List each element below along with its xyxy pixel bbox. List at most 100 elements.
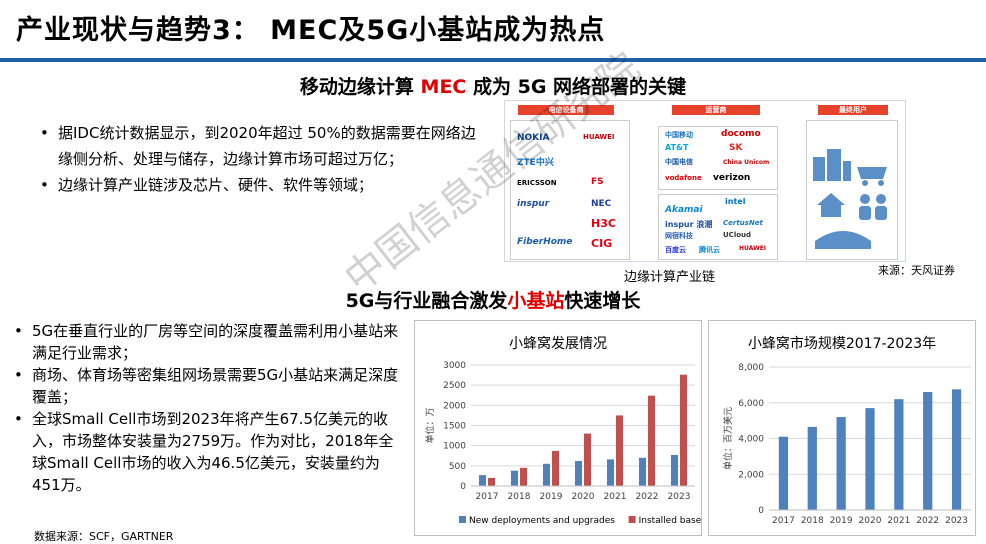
- col2-tag: 运营商: [672, 105, 760, 115]
- x-tick-label: 2022: [916, 516, 939, 526]
- x-tick-label: 2021: [604, 492, 627, 502]
- section1-bullets: 据IDC统计数据显示，到2020年超过 50%的数据需要在网络边缘侧分析、处理与…: [36, 120, 486, 198]
- inspur-logo: inspur: [517, 199, 550, 209]
- bar-series-2022: [923, 392, 933, 510]
- nec-logo: NEC: [591, 199, 612, 209]
- x-tick-label: 2017: [772, 516, 795, 526]
- vendor-logos-box: NOKIA HUAWEI ZTE中兴 ERICSSON FS inspur NE…: [510, 120, 630, 260]
- y-tick-label: 2500: [443, 381, 466, 391]
- chart1-title: 小蜂窝发展情况: [509, 336, 607, 352]
- section1-heading-post: 成为 5G 网络部署的关键: [466, 76, 687, 98]
- bullet-item: 全球Small Cell市场到2023年将产生67.5亿美元的收入，市场整体安装…: [10, 408, 405, 496]
- china-unicom-logo: China Unicom: [723, 159, 770, 166]
- section2-heading-red: 小基站: [507, 290, 565, 312]
- ericsson-logo: ERICSSON: [517, 179, 557, 187]
- bar-new-deployments-and-upgrades-2017: [478, 475, 486, 486]
- y-tick-label: 0: [460, 482, 466, 492]
- fs-logo: FS: [591, 177, 604, 187]
- att-logo: AT&T: [665, 143, 689, 152]
- col3-tag: 最终用户: [818, 105, 888, 115]
- bar-new-deployments-and-upgrades-2019: [542, 463, 550, 486]
- h3c-logo: H3C: [591, 217, 616, 230]
- bar-series-2017: [778, 436, 789, 510]
- fiberhome-logo: FiberHome: [517, 237, 573, 247]
- wangsu-logo: 网宿科技: [665, 232, 693, 240]
- stadium-icon: [815, 231, 871, 249]
- section2-bullets: 5G在垂直行业的厂房等空间的深度覆盖需利用小基站来满足行业需求； 商场、体育场等…: [10, 320, 405, 496]
- y-tick-label: 4,000: [738, 435, 764, 445]
- people-icon: [860, 194, 870, 204]
- end-user-icons: [813, 149, 887, 249]
- nokia-logo: NOKIA: [517, 133, 550, 143]
- bar-new-deployments-and-upgrades-2018: [510, 470, 518, 486]
- bar-installed-base-2019: [552, 450, 560, 486]
- bar-series-2018: [807, 426, 817, 510]
- col1-tag: 电信设备商: [518, 105, 614, 115]
- huawei-logo: HUAWEI: [583, 133, 615, 141]
- operator-logos-box: 中国移动 docomo AT&T SK 中国电信 China Unicom vo…: [658, 126, 778, 190]
- docomo-logo: docomo: [721, 129, 761, 139]
- sk-logo: SK: [729, 143, 743, 153]
- inspur-cloud-logo: inspur 浪潮: [665, 220, 713, 229]
- x-tick-label: 2019: [830, 516, 853, 526]
- chart1-svg: 0 500 1000 1500 2000 2500 3000 单位：万 2017 2018 2019…: [424, 361, 701, 526]
- section1-heading: 移动边缘计算 MEC 成为 5G 网络部署的关键: [0, 72, 986, 99]
- huawei-cloud-logo: HUAWEI: [739, 245, 767, 252]
- bar-installed-base-2021: [616, 415, 624, 486]
- diagram-source: 来源：天风证券: [878, 264, 955, 277]
- bar-installed-base-2022: [648, 395, 656, 486]
- bar-series-2023: [951, 389, 962, 510]
- bar-new-deployments-and-upgrades-2022: [638, 457, 646, 486]
- verizon-logo: verizon: [713, 173, 751, 183]
- cig-logo: CIG: [591, 237, 613, 250]
- y-tick-label: 8,000: [738, 363, 764, 373]
- y-tick-label: 2,000: [738, 470, 764, 480]
- legend-label: Installed base: [639, 516, 701, 526]
- y-tick-label: 0: [758, 506, 764, 516]
- section2-heading-post: 快速增长: [564, 290, 641, 312]
- x-tick-label: 2017: [476, 492, 499, 502]
- header-divider: [0, 58, 986, 62]
- bar-series-2021: [894, 399, 904, 510]
- zte-logo: ZTE中兴: [517, 158, 554, 168]
- legend-swatch: [459, 516, 466, 523]
- x-tick-label: 2020: [572, 492, 595, 502]
- china-telecom-logo: 中国电信: [665, 158, 693, 166]
- section2-heading-pre: 5G与行业融合激发: [345, 290, 508, 312]
- bullet-item: 据IDC统计数据显示，到2020年超过 50%的数据需要在网络边缘侧分析、处理与…: [36, 120, 486, 172]
- section1-heading-red: MEC: [420, 76, 467, 98]
- bar-installed-base-2023: [680, 374, 688, 486]
- x-tick-label: 2019: [540, 492, 563, 502]
- vodafone-logo: vodafone: [665, 174, 702, 182]
- x-tick-label: 2018: [801, 516, 824, 526]
- bar-installed-base-2020: [584, 433, 592, 486]
- ucloud-logo: UCloud: [723, 231, 752, 239]
- y-tick-label: 500: [449, 462, 466, 472]
- bar-new-deployments-and-upgrades-2021: [606, 459, 614, 486]
- bar-series-2020: [865, 408, 875, 510]
- chart-small-cell-market: 小蜂窝市场规模2017-2023年 0 2,000 4,000 6,000 8,000 单…: [708, 320, 976, 536]
- chart-small-cell-deployment: 小蜂窝发展情况 0 500 1000 1500 2000 2500 3000 单位：万 2017…: [414, 320, 702, 536]
- bullet-item: 边缘计算产业链涉及芯片、硬件、软件等领域；: [36, 172, 486, 198]
- y-axis-label: 单位：百万美元: [722, 407, 734, 470]
- china-mobile-logo: 中国移动: [665, 131, 693, 139]
- x-tick-label: 2020: [859, 516, 882, 526]
- x-tick-label: 2022: [636, 492, 659, 502]
- building-icon: [813, 157, 825, 181]
- bar-series-2019: [836, 417, 846, 510]
- end-user-icons-box: [806, 120, 898, 260]
- cloud-logos-box: Akamai intel inspur 浪潮 CertusNet 网宿科技 UC…: [658, 194, 778, 260]
- certusnet-logo: CertusNet: [723, 219, 763, 227]
- intel-logo: intel: [725, 197, 746, 206]
- akamai-logo: Akamai: [665, 205, 703, 215]
- legend-swatch: [628, 516, 636, 523]
- chart2-title: 小蜂窝市场规模2017-2023年: [747, 336, 937, 352]
- y-tick-label: 3000: [443, 361, 466, 371]
- data-source: 数据来源：SCF，GARTNER: [34, 530, 174, 543]
- section1-heading-pre: 移动边缘计算: [299, 76, 421, 98]
- y-tick-label: 1000: [443, 442, 466, 452]
- bar-new-deployments-and-upgrades-2023: [670, 454, 678, 486]
- diagram-caption: 边缘计算产业链: [624, 270, 716, 285]
- section2-heading: 5G与行业融合激发小基站快速增长: [0, 286, 986, 313]
- chart2-svg: 0 2,000 4,000 6,000 8,000 单位：百万美元 2017 2018 2019…: [722, 363, 971, 526]
